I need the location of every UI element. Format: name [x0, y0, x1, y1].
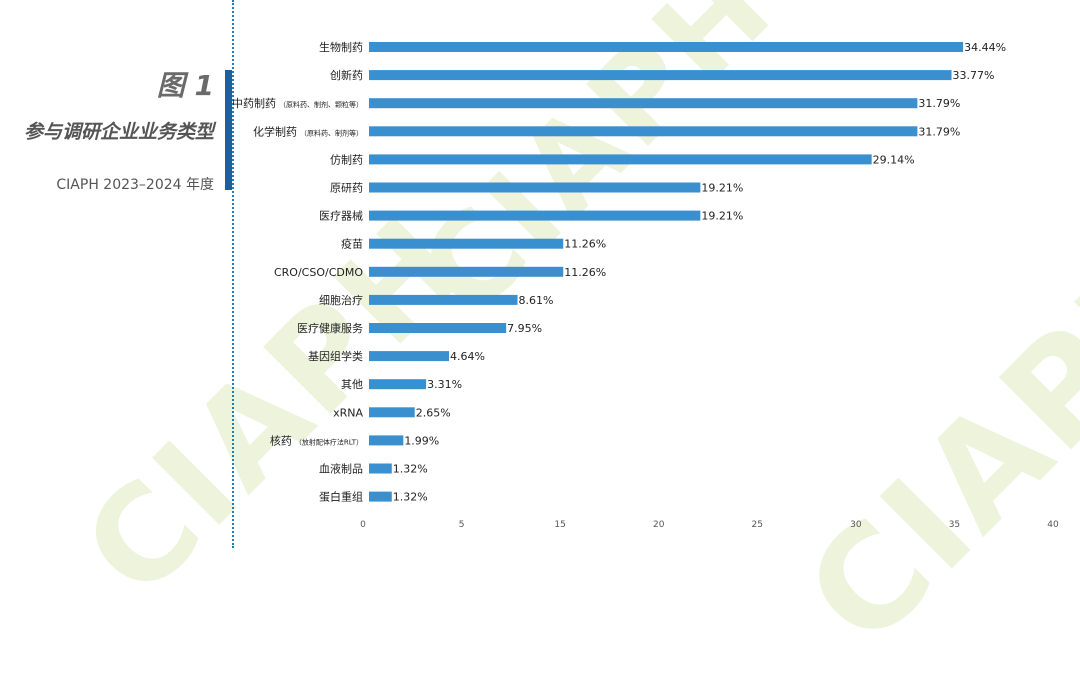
- value-label: 11.26%: [564, 266, 606, 279]
- category-label: 疫苗: [341, 237, 363, 251]
- value-label: 34.44%: [964, 41, 1006, 54]
- category-label-text: 基因组学类: [308, 349, 363, 363]
- bar: [369, 407, 415, 418]
- category-label: 蛋白重组: [319, 490, 363, 504]
- bar: [369, 323, 507, 333]
- x-tick-label: 15: [554, 520, 565, 530]
- category-label: 化学制药 （原料药、制剂等）: [253, 124, 363, 138]
- category-label-note: （原料药、制剂、颗粒等）: [279, 100, 363, 109]
- value-label: 8.61%: [519, 294, 554, 307]
- bar: [369, 435, 404, 446]
- category-label-text: 血液制品: [319, 462, 363, 476]
- value-label: 19.21%: [701, 210, 743, 223]
- category-label-text: 原研药: [330, 182, 363, 195]
- category-label-text: 医疗器械: [319, 209, 363, 223]
- category-label-text: 疫苗: [341, 237, 363, 251]
- x-tick-label: 5: [459, 520, 465, 530]
- category-label: 中药制药 （原料药、制剂、颗粒等）: [232, 97, 363, 110]
- category-label-text: CRO/CSO/CDMO: [274, 266, 363, 279]
- category-label-text: 生物制药: [319, 40, 363, 54]
- value-label: 33.77%: [953, 69, 995, 82]
- bar: [369, 463, 392, 474]
- value-label: 11.26%: [564, 238, 606, 251]
- category-label: 血液制品: [319, 462, 363, 476]
- value-label: 7.95%: [507, 322, 542, 335]
- bar: [369, 210, 701, 221]
- bar: [369, 154, 872, 165]
- category-label-text: 蛋白重组: [319, 490, 363, 504]
- bar: [369, 266, 564, 277]
- category-label: 核药 （放射配体疗法RLT）: [270, 433, 363, 447]
- category-label: CRO/CSO/CDMO: [274, 266, 363, 279]
- category-label: 医疗器械: [319, 209, 363, 223]
- value-label: 29.14%: [873, 153, 915, 166]
- x-tick-label: 30: [850, 520, 862, 530]
- divider-line: [232, 0, 234, 548]
- category-label-text: 仿制药: [330, 153, 363, 166]
- bar: [369, 126, 918, 137]
- category-label-note: （原料药、制剂等）: [300, 128, 363, 137]
- figure-title: 参与调研企业业务类型: [23, 121, 214, 143]
- category-label-text: 医疗健康服务: [297, 321, 363, 335]
- value-label: 31.79%: [918, 125, 960, 138]
- category-label: 仿制药: [330, 153, 363, 166]
- category-label: 创新药: [330, 68, 363, 82]
- bar: [369, 379, 427, 390]
- x-tick-label: 25: [752, 520, 763, 530]
- category-label-text: 化学制药: [253, 124, 297, 138]
- category-label: xRNA: [333, 406, 363, 419]
- value-label: 2.65%: [416, 406, 451, 419]
- bar: [369, 70, 952, 81]
- x-tick-label: 35: [949, 520, 960, 530]
- category-label: 基因组学类: [308, 349, 363, 363]
- accent-bar: [225, 70, 232, 190]
- bar: [369, 491, 392, 502]
- category-label-text: 创新药: [330, 68, 363, 82]
- figure-caption-panel: 图 1 参与调研企业业务类型 CIAPH 2023–2024 年度: [0, 0, 232, 548]
- category-label-text: 核药: [270, 433, 292, 447]
- category-label: 医疗健康服务: [297, 321, 363, 335]
- value-label: 4.64%: [450, 350, 485, 363]
- value-label: 1.99%: [404, 434, 439, 447]
- figure-subtitle: CIAPH 2023–2024 年度: [56, 177, 214, 193]
- category-label-text: xRNA: [333, 406, 363, 419]
- figure-number: 图 1: [156, 69, 214, 102]
- value-label: 1.32%: [393, 491, 428, 504]
- bar: [369, 238, 564, 249]
- bar: [369, 294, 518, 305]
- x-tick-label: 40: [1047, 520, 1059, 530]
- category-label-note: （放射配体疗法RLT）: [295, 437, 363, 446]
- bar: [369, 98, 918, 109]
- category-label: 其他: [341, 378, 363, 391]
- category-label-text: 中药制药: [232, 97, 276, 110]
- bar: [369, 182, 701, 193]
- x-tick-label: 20: [653, 520, 665, 530]
- category-label-text: 其他: [341, 378, 363, 391]
- value-label: 1.32%: [393, 463, 428, 476]
- x-tick-label: 0: [360, 520, 366, 530]
- value-label: 31.79%: [918, 97, 960, 110]
- value-label: 19.21%: [701, 182, 743, 195]
- bar: [369, 351, 450, 362]
- category-label-text: 细胞治疗: [319, 293, 363, 307]
- value-label: 3.31%: [427, 378, 462, 391]
- category-label: 原研药: [330, 182, 363, 195]
- bar: [369, 42, 964, 52]
- category-label: 生物制药: [319, 40, 363, 54]
- category-label: 细胞治疗: [319, 293, 363, 307]
